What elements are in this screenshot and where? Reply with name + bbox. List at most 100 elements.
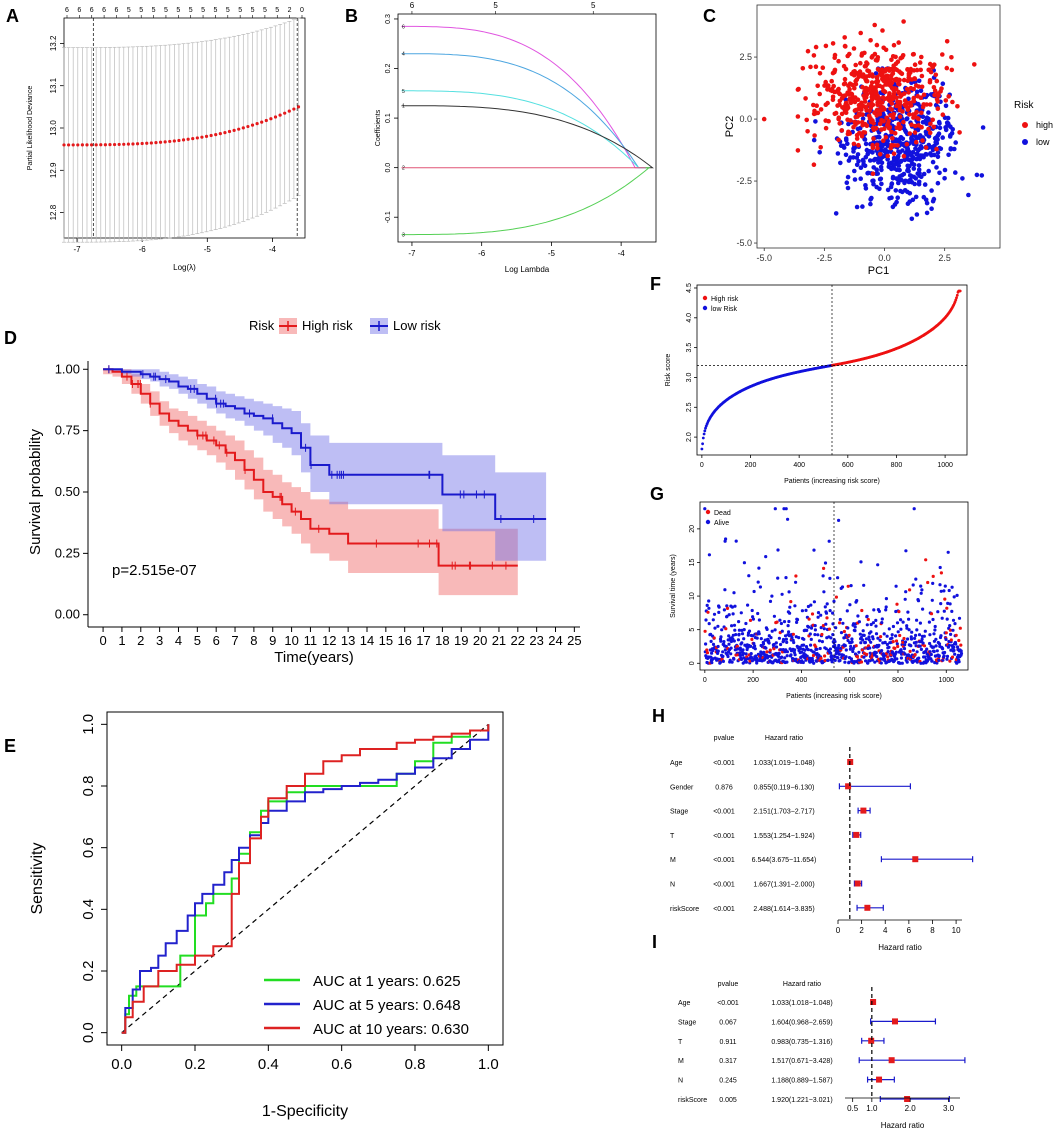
survival-time-point <box>841 621 845 625</box>
survival-time-point <box>932 632 936 636</box>
survival-time-point <box>811 659 815 663</box>
pca-point-low <box>980 125 986 130</box>
pca-point-low <box>938 146 944 152</box>
risk-score-point <box>958 289 962 293</box>
pca-point-low <box>885 187 891 193</box>
pca-point-high <box>913 139 919 145</box>
top-tick-label: 5 <box>263 7 267 14</box>
pca-point-high <box>897 114 903 119</box>
x-tick-label: 9 <box>269 633 276 648</box>
pca-point-high <box>885 153 890 159</box>
survival-time-point <box>908 649 912 654</box>
survival-time-point <box>823 654 827 658</box>
survival-time-point <box>959 651 964 656</box>
x-axis-label: Hazard ratio <box>878 943 922 952</box>
pca-point-high <box>857 69 863 74</box>
survival-time-point <box>865 623 869 627</box>
survival-time-point <box>906 637 910 641</box>
survival-time-point <box>871 621 876 625</box>
survival-time-point <box>755 661 759 665</box>
forest-row-pvalue: 0.911 <box>720 1039 737 1046</box>
survival-time-point <box>770 594 774 598</box>
pca-point-high <box>836 115 842 120</box>
pca-point-low <box>844 137 849 143</box>
pca-point-low <box>952 146 957 152</box>
pca-point-high <box>891 115 896 121</box>
cv-mean-point <box>71 143 75 147</box>
x-tick-label: 0.0 <box>878 253 891 263</box>
survival-time-point <box>813 633 817 637</box>
pca-point-high <box>897 99 903 105</box>
pca-point-high <box>904 141 910 147</box>
survival-time-point <box>899 648 903 652</box>
cv-mean-point <box>283 111 287 115</box>
survival-time-point <box>764 646 768 650</box>
roc-curve-2 <box>121 724 490 1034</box>
pca-point-low <box>877 134 882 140</box>
pca-point-low <box>896 137 902 142</box>
pca-point-low <box>917 171 922 176</box>
pca-point-low <box>873 71 879 76</box>
survival-time-point <box>921 607 925 611</box>
pca-point-low <box>937 170 942 176</box>
pca-point-low <box>909 216 915 222</box>
pca-point-high <box>944 65 950 71</box>
survival-time-point <box>863 640 868 645</box>
pca-point-low <box>817 150 822 155</box>
survival-time-point <box>746 603 750 607</box>
forest-row-hr-text: 1.553(1.254−1.924) <box>753 833 814 840</box>
survival-time-point <box>742 561 747 565</box>
survival-time-point <box>943 650 947 655</box>
pca-point-high <box>944 39 950 44</box>
pca-point-low <box>933 139 938 145</box>
survival-time-point <box>911 583 915 587</box>
x-tick-label: 0.2 <box>185 1056 206 1073</box>
cv-mean-point <box>89 143 94 147</box>
pca-point-high <box>858 30 863 36</box>
survival-time-point <box>849 584 853 588</box>
pca-point-high <box>848 118 853 123</box>
survival-time-point <box>719 639 723 643</box>
survival-time-point <box>838 617 842 622</box>
x-tick-label: 4 <box>175 633 182 648</box>
pca-point-high <box>912 62 918 67</box>
pca-point-low <box>909 153 914 159</box>
pca-point-low <box>935 180 941 186</box>
pca-point-high <box>915 116 920 121</box>
pca-point-high <box>800 66 806 71</box>
survival-time-point <box>944 637 948 642</box>
survival-time-point <box>767 641 771 645</box>
pca-point-high <box>895 143 900 148</box>
risk-score-point <box>701 442 704 446</box>
top-tick-label: 6 <box>115 7 119 14</box>
pca-point-high <box>917 60 923 65</box>
y-tick-label: 0.0 <box>80 1022 97 1043</box>
pca-point-low <box>877 186 882 192</box>
forest-row-hr-text: 0.983(0.735−1.316) <box>771 1039 832 1046</box>
survival-time-point <box>749 644 753 649</box>
legend-label: Dead <box>714 510 731 517</box>
x-tick-label: -6 <box>139 245 147 254</box>
x-tick-label: 0 <box>703 677 707 684</box>
survival-time-point <box>787 630 791 634</box>
pca-point-low <box>905 145 910 151</box>
pca-point-high <box>884 115 889 121</box>
forest-row-hr-text: 1.667(1.391−2.000) <box>753 882 814 889</box>
panel-d: 0 1 2 3 4 5 6 7 8 9 10 11 12 13 14 15 16 17 18 19 20 21 22 23 24… <box>27 318 582 666</box>
survival-time-point <box>870 658 875 662</box>
cv-mean-point <box>237 127 241 131</box>
survival-time-point <box>732 623 737 627</box>
pca-point-high <box>820 65 826 70</box>
pca-point-high <box>805 48 811 54</box>
pca-point-high <box>890 71 896 76</box>
survival-time-point <box>813 624 817 628</box>
survival-time-point <box>840 585 845 589</box>
survival-time-point <box>748 659 752 663</box>
pca-point-high <box>877 83 882 89</box>
forest-row-hr-text: 2.151(1.703−2.717) <box>753 809 814 816</box>
forest-row-name: N <box>678 1078 683 1085</box>
survival-time-point <box>747 574 751 578</box>
coef-path-1 <box>401 105 654 169</box>
pca-point-high <box>957 130 962 135</box>
pca-point-high <box>841 63 847 69</box>
